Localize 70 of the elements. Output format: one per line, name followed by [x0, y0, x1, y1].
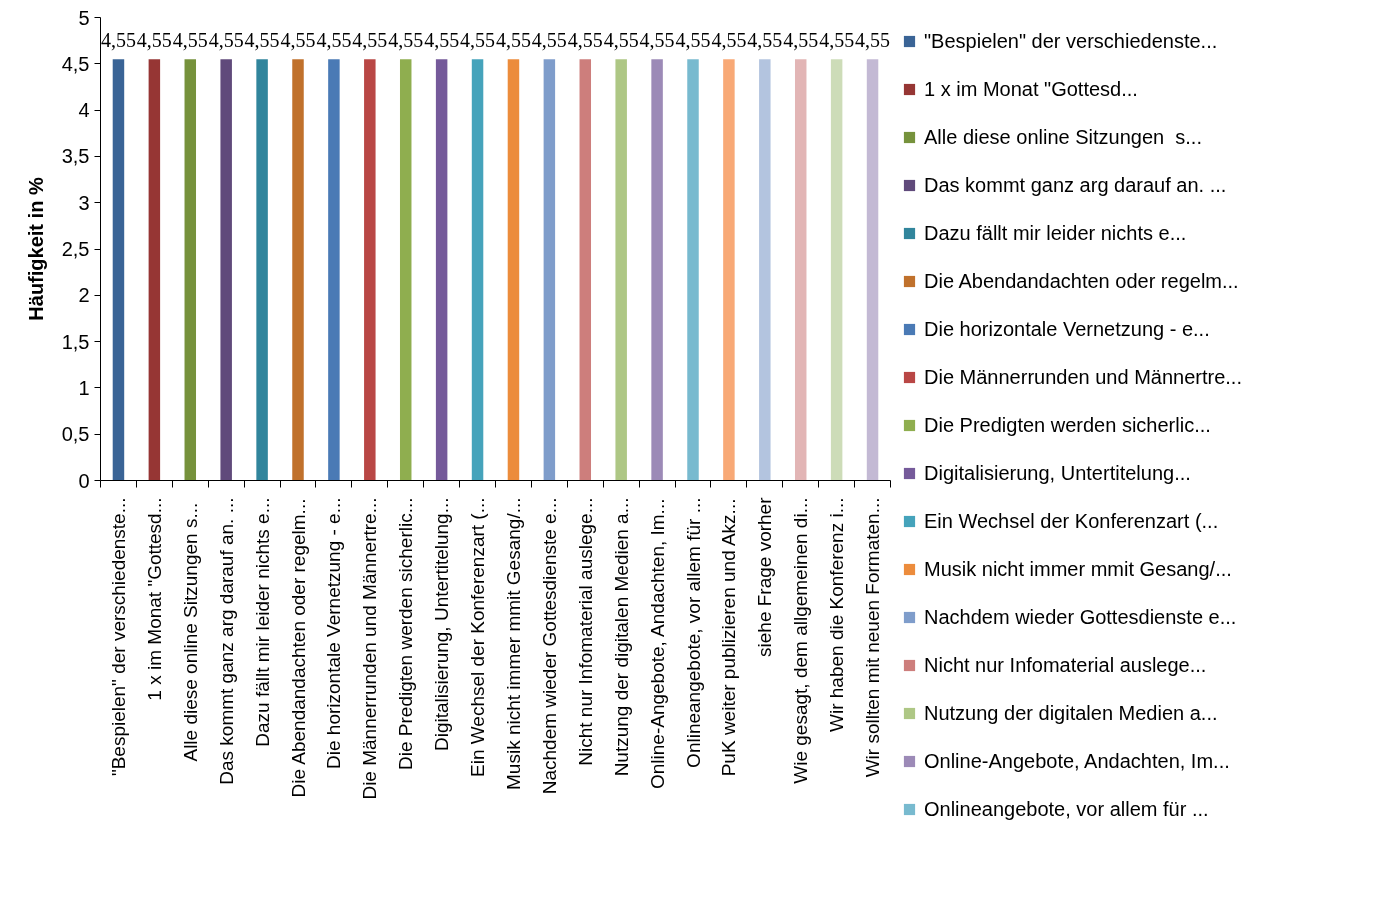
x-tick-label: Wir sollten mit neuen Formaten...	[862, 497, 884, 778]
data-label: 4,55	[783, 29, 819, 52]
legend-label: Nutzung der digitalen Medien a...	[924, 701, 1218, 725]
y-tick-label: 2	[78, 284, 90, 307]
y-tick-label: 4,5	[61, 52, 90, 75]
x-tick-label: Wir haben die Konferenz i...	[826, 497, 848, 732]
legend-label: Das kommt ganz arg darauf an. ...	[924, 173, 1227, 197]
y-tick-label: 0,5	[61, 423, 90, 446]
legend-label: 1 x im Monat "Gottesd...	[924, 77, 1138, 101]
legend-label: Musik nicht immer mmit Gesang/...	[924, 557, 1232, 581]
data-label: 4,55	[244, 29, 280, 52]
x-tick-label: Die Abendandachten oder regelm...	[287, 498, 309, 798]
data-label: 4,55	[280, 29, 316, 52]
x-tick-label: Onlineangebote, vor allem für ...	[682, 497, 704, 768]
data-label: 4,55	[747, 29, 783, 52]
x-tick-label: Musik nicht immer mmit Gesang/...	[502, 497, 524, 790]
data-label: 4,55	[388, 29, 424, 52]
legend-label: Nicht nur Infomaterial auslege...	[924, 653, 1207, 677]
y-tick-label: 0	[78, 469, 90, 492]
data-label: 4,55	[460, 29, 496, 52]
y-tick-label: 4	[78, 99, 90, 122]
data-label: 4,55	[172, 29, 208, 52]
data-label: 4,55	[495, 29, 531, 52]
legend-label: Dazu fällt mir leider nichts e...	[924, 221, 1187, 245]
x-tick-label: Die Männerrunden und Männertre...	[359, 497, 381, 800]
x-tick-label: Nachdem wieder Gottesdienste e...	[538, 497, 560, 795]
y-tick-label: 3,5	[61, 145, 90, 168]
legend-label: Die Predigten werden sicherlic...	[924, 413, 1211, 437]
data-label: 4,55	[208, 29, 244, 52]
x-tick-label: Alle diese online Sitzungen s...	[179, 502, 201, 762]
legend-label: Die Männerrunden und Männertre...	[924, 365, 1242, 389]
x-tick-label: Die Predigten werden sicherlic...	[395, 497, 417, 770]
x-tick-label: Dazu fällt mir leider nichts e...	[251, 497, 273, 747]
data-label: 4,55	[316, 29, 352, 52]
y-tick-label: 3	[78, 191, 90, 214]
y-tick-label: 1,5	[61, 330, 90, 353]
y-tick-label: 1	[78, 376, 90, 399]
x-tick-label: Digitalisierung, Untertitelung...	[431, 497, 453, 751]
x-tick-label: 1 x im Monat "Gottesd...	[143, 497, 165, 701]
y-axis-title: Häufigkeit in %	[24, 177, 47, 321]
x-tick-label: Die horizontale Vernetzung - e...	[323, 497, 345, 769]
legend-label: Alle diese online Sitzungen s...	[924, 125, 1202, 149]
x-tick-label: Online-Angebote, Andachten, Im...	[646, 498, 668, 790]
data-label: 4,55	[711, 29, 747, 52]
data-label: 4,55	[531, 29, 567, 52]
legend-label: Onlineangebote, vor allem für ...	[924, 797, 1209, 821]
data-label: 4,55	[639, 29, 675, 52]
data-label: 4,55	[603, 29, 639, 52]
legend-label: Die Abendandachten oder regelm...	[924, 269, 1239, 293]
legend-label: Die horizontale Vernetzung - e...	[924, 317, 1210, 341]
legend-label: Digitalisierung, Untertitelung...	[924, 461, 1191, 485]
y-tick-label: 2,5	[61, 238, 90, 260]
data-label: 4,55	[855, 29, 891, 52]
data-label: 4,55	[136, 29, 172, 52]
x-tick-label: Ein Wechsel der Konferenzart (...	[467, 497, 489, 777]
data-label: 4,55	[675, 29, 711, 52]
data-label: 4,55	[819, 29, 855, 52]
x-tick-label: siehe Frage vorher	[754, 496, 776, 657]
data-label: 4,55	[424, 29, 460, 52]
legend-label: "Bespielen" der verschiedenste...	[924, 29, 1218, 53]
x-tick-label: Das kommt ganz arg darauf an. ...	[215, 497, 237, 785]
x-tick-label: Wie gesagt, dem allgemeinen di...	[790, 497, 812, 784]
x-tick-label: Nicht nur Infomaterial auslege...	[574, 497, 596, 766]
y-tick-label: 5	[78, 6, 90, 29]
x-tick-label: Nutzung der digitalen Medien a...	[610, 497, 632, 777]
data-label: 4,55	[352, 29, 388, 52]
data-label: 4,55	[100, 29, 136, 52]
x-tick-label: PuK weiter publizieren und Akz...	[718, 498, 740, 777]
x-tick-label: "Bespielen" der verschiedenste...	[107, 497, 129, 777]
data-label: 4,55	[567, 29, 603, 52]
